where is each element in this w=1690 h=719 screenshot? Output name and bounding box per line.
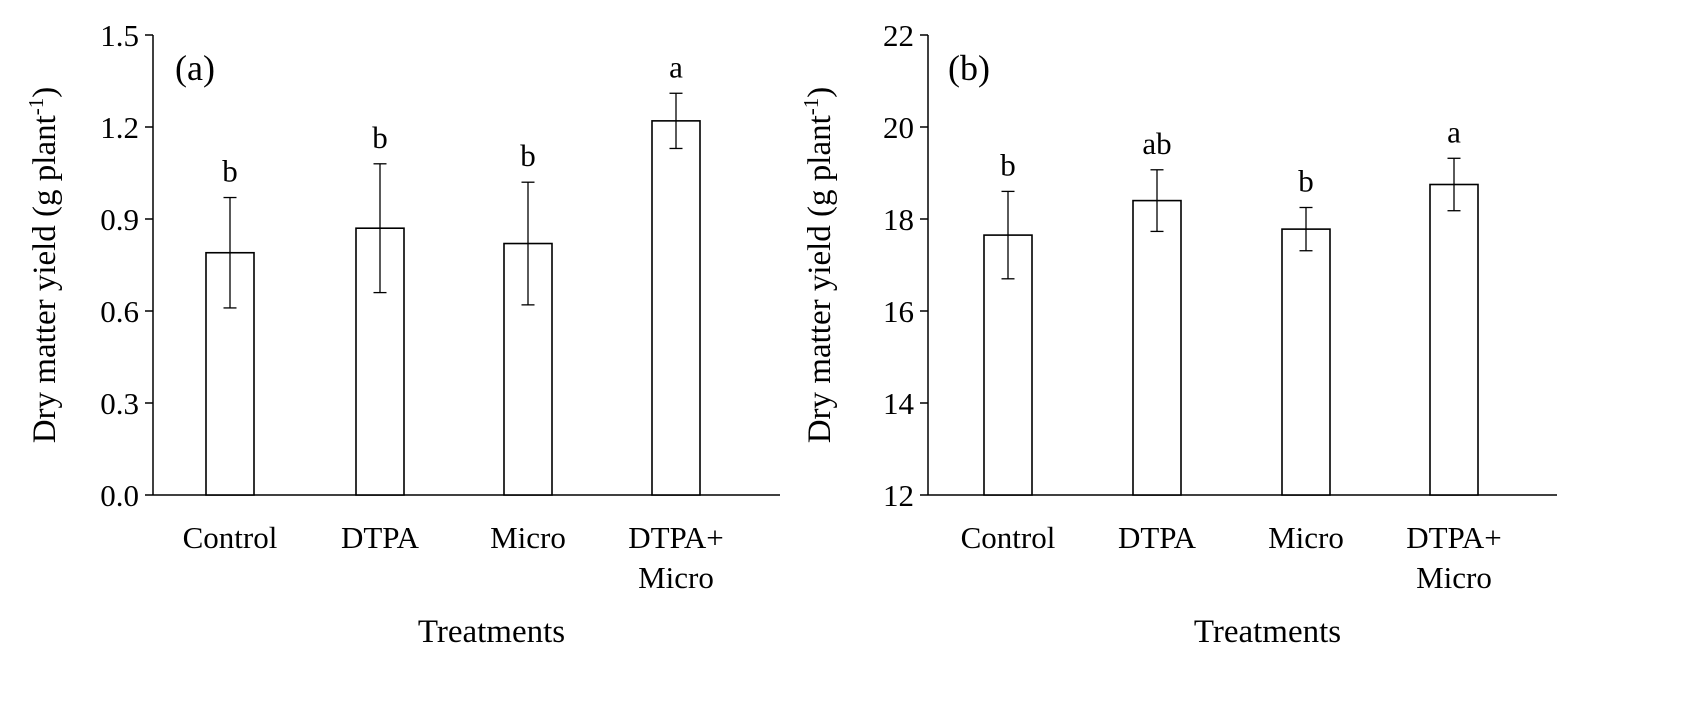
x-tick-label: Micro [1416, 560, 1492, 595]
x-tick-label: Micro [638, 560, 714, 595]
y-tick-label: 0.3 [100, 386, 139, 421]
y-tick-label: 18 [883, 202, 914, 237]
y-tick-label: 20 [883, 110, 914, 145]
x-axis-title: Treatments [1194, 614, 1341, 650]
panel-label: (b) [948, 48, 990, 88]
significance-letter: b [222, 154, 238, 189]
x-tick-label: DTPA+ [628, 520, 724, 555]
y-tick-label: 0.6 [100, 294, 139, 329]
significance-letter: b [1000, 147, 1016, 182]
significance-letter: b [372, 120, 388, 155]
significance-letter: b [520, 138, 536, 173]
x-tick-label: DTPA [341, 520, 420, 555]
bar [1281, 228, 1331, 496]
bar [1132, 199, 1182, 496]
bar [1429, 183, 1479, 496]
x-tick-label: Micro [1268, 520, 1344, 555]
y-tick-label: 1.2 [100, 110, 139, 145]
x-tick-label: DTPA+ [1406, 520, 1502, 555]
bar [651, 120, 701, 496]
x-tick-label: DTPA [1118, 520, 1197, 555]
x-tick-label: Control [183, 520, 278, 555]
significance-letter: b [1298, 164, 1314, 199]
x-tick-label: Micro [490, 520, 566, 555]
y-tick-label: 14 [883, 386, 915, 421]
y-tick-label: 0.9 [100, 202, 139, 237]
chart-panel-b: 12 14 16 18 20 22 Dry matter yield (g plant-1)… [799, 18, 1557, 650]
y-tick-label: 1.5 [100, 18, 139, 53]
significance-letter: a [1447, 114, 1461, 149]
y-tick-label: 22 [883, 18, 914, 53]
x-axis-title: Treatments [418, 614, 565, 650]
panel-label: (a) [175, 48, 215, 88]
y-tick-label: 0.0 [100, 478, 139, 513]
y-tick-label: 12 [883, 478, 914, 513]
x-tick-label: Control [961, 520, 1056, 555]
y-axis-title: Dry matter yield (g plant-1) [24, 87, 63, 444]
significance-letter: ab [1142, 126, 1171, 161]
significance-letter: a [669, 49, 683, 84]
y-tick-label: 16 [883, 294, 914, 329]
y-axis-title: Dry matter yield (g plant-1) [799, 87, 838, 444]
chart-panel-a: 0.0 0.3 0.6 0.9 1.2 1.5 Dry matter yield (g pl… [24, 18, 780, 650]
